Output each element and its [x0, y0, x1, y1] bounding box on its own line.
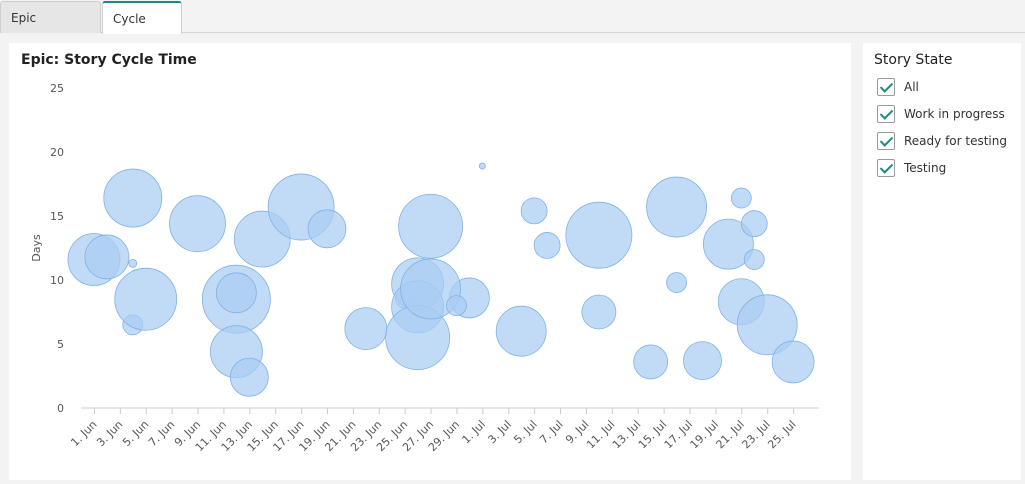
data-bubble	[229, 357, 269, 397]
data-bubble	[398, 193, 463, 259]
chart-title: Epic: Story Cycle Time	[21, 52, 197, 68]
data-bubble	[740, 210, 768, 238]
data-bubble	[84, 234, 130, 280]
data-bubble	[702, 218, 754, 270]
x-tick-label: 7. Jun	[146, 418, 177, 449]
data-bubble	[771, 340, 815, 384]
story-state-panel: Story State All Work in progress Ready f…	[863, 43, 1021, 480]
data-bubble	[400, 258, 461, 320]
x-tick-label: 3. Jun	[94, 418, 125, 449]
filter-work-in-progress[interactable]: Work in progress	[877, 104, 1005, 124]
data-bubble	[495, 305, 547, 357]
data-bubble	[215, 272, 257, 314]
chart-panel: Epic: Story Cycle Time 0 5 10 15 20 25 Days 1. …	[9, 43, 851, 480]
checkbox-ready-for-testing[interactable]	[877, 132, 895, 150]
x-tick-label: 15. Jul	[636, 418, 669, 451]
data-bubble	[646, 176, 707, 238]
x-tick-label: 5. Jul	[511, 418, 539, 446]
checkbox-testing[interactable]	[877, 159, 895, 177]
y-tick-label: 5	[57, 338, 64, 351]
data-bubble	[565, 201, 633, 269]
filter-work-in-progress-label: Work in progress	[904, 107, 1005, 121]
x-tick-label: 19. Jul	[688, 418, 721, 451]
x-tick-label: 25. Jul	[765, 418, 798, 451]
checkbox-all[interactable]	[877, 78, 895, 96]
data-bubble	[633, 344, 669, 380]
data-bubble	[730, 187, 752, 209]
y-tick-label: 15	[50, 210, 64, 223]
data-bubble	[344, 307, 388, 351]
data-bubble	[307, 209, 347, 249]
data-bubble	[520, 197, 548, 225]
y-tick-label: 20	[50, 146, 64, 159]
filter-all[interactable]: All	[877, 77, 919, 97]
tab-cycle-time[interactable]: Cycle Time	[102, 1, 182, 58]
x-tick-label: 23. Jul	[739, 418, 772, 451]
x-tick-label: 11. Jul	[584, 418, 617, 451]
x-tick-label: 21. Jul	[714, 418, 747, 451]
y-tick-label: 0	[57, 402, 64, 415]
tab-epic-summary[interactable]: Epic Summary	[0, 1, 101, 57]
filter-testing[interactable]: Testing	[877, 158, 946, 178]
data-bubble	[666, 272, 687, 293]
tab-bar: Epic Summary Cycle Time	[0, 0, 1025, 58]
data-bubble	[743, 249, 765, 270]
y-tick-label: 10	[50, 274, 64, 287]
data-bubble	[169, 195, 226, 253]
data-bubble	[736, 294, 798, 356]
y-axis-title: Days	[30, 234, 43, 262]
data-bubble	[128, 258, 138, 268]
filter-all-label: All	[904, 80, 919, 94]
x-tick-label: 1. Jul	[460, 418, 488, 446]
data-bubble	[533, 232, 561, 259]
data-bubble	[478, 162, 486, 170]
x-tick-label: 1. Jun	[68, 418, 99, 449]
y-tick-label: 25	[50, 82, 64, 95]
x-tick-label: 3. Jul	[485, 418, 513, 446]
data-bubble	[683, 341, 722, 381]
data-bubble	[446, 295, 467, 317]
data-bubble	[103, 168, 163, 228]
data-bubble	[581, 294, 617, 330]
story-state-title: Story State	[874, 52, 953, 68]
filter-ready-for-testing[interactable]: Ready for testing	[877, 131, 1007, 151]
x-tick-label: 13. Jul	[610, 418, 643, 451]
x-tick-label: 5. Jun	[120, 418, 151, 449]
x-tick-label: 7. Jul	[537, 418, 565, 446]
x-tick-label: 17. Jul	[662, 418, 695, 451]
data-bubble	[114, 267, 178, 331]
filter-ready-for-testing-label: Ready for testing	[904, 134, 1007, 148]
checkbox-work-in-progress[interactable]	[877, 105, 895, 123]
filter-testing-label: Testing	[904, 161, 947, 175]
